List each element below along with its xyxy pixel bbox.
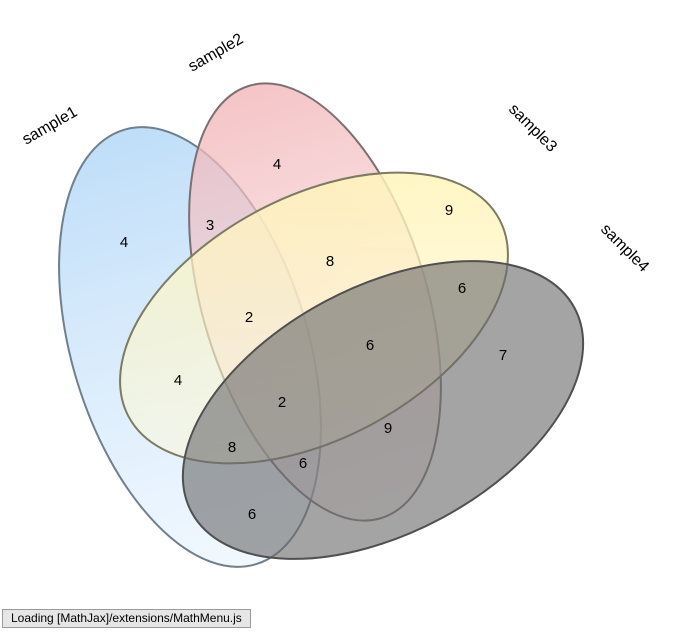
region-count-sample1-sample2-sample3: 2 [245, 309, 253, 326]
region-count-sample1-sample3-sample4: 8 [228, 439, 236, 456]
region-count-sample3-sample4: 6 [458, 280, 466, 297]
set-label-sample4: sample4 [597, 221, 652, 276]
region-count-sample2-sample4: 9 [384, 420, 392, 437]
region-count-sample2-only: 4 [273, 156, 281, 173]
set-label-sample3: sample3 [505, 101, 560, 156]
mathjax-loading-status: Loading [MathJax]/extensions/MathMenu.js [2, 609, 251, 628]
region-count-sample3-only: 9 [445, 202, 453, 219]
region-count-sample2-sample3-sample4: 6 [366, 337, 374, 354]
region-count-sample4-only: 7 [499, 347, 507, 364]
region-count-sample1-sample4: 6 [248, 506, 256, 523]
region-count-all-samples: 2 [278, 394, 286, 411]
region-count-sample1-sample3: 4 [174, 372, 182, 389]
region-count-sample1-sample2-sample4: 6 [299, 455, 307, 472]
region-count-sample1-only: 4 [120, 234, 128, 251]
region-count-sample1-sample2: 3 [206, 217, 214, 234]
region-count-sample2-sample3: 8 [326, 253, 334, 270]
set-label-sample2: sample2 [186, 30, 247, 75]
set-label-sample1: sample1 [20, 103, 81, 148]
set-ellipse-sample4 [181, 260, 585, 560]
